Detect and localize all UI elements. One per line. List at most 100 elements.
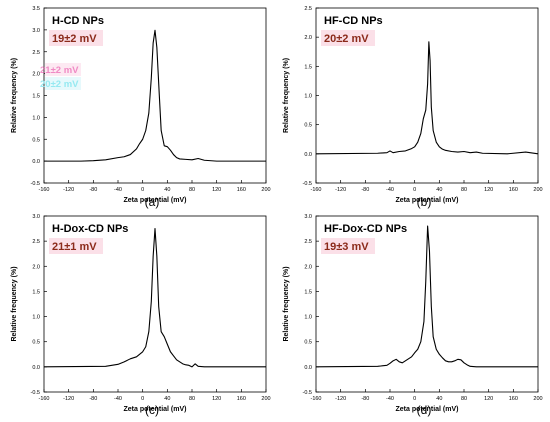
y-axis-label: Relative frequency (%)	[283, 58, 290, 133]
zeta-highlight	[49, 30, 103, 46]
x-tick-label: -40	[386, 396, 394, 402]
x-tick-label: 120	[484, 396, 493, 402]
x-tick-label: 200	[261, 187, 270, 193]
series-line	[315, 225, 538, 368]
x-tick-label: -160	[310, 396, 321, 402]
y-tick-label: 1.5	[304, 289, 312, 295]
x-tick-label: -40	[386, 187, 394, 193]
x-tick-label: -120	[63, 187, 74, 193]
series-line	[43, 228, 266, 368]
x-tick-label: 0	[413, 187, 416, 193]
y-tick-label: -0.5	[303, 390, 312, 396]
x-tick-label: 160	[237, 187, 246, 193]
y-tick-label: 2.5	[304, 6, 312, 12]
x-tick-label: 80	[461, 396, 467, 402]
y-tick-label: 1.0	[304, 94, 312, 100]
x-tick-label: -40	[114, 187, 122, 193]
x-axis-label: Zeta potential (mV)	[395, 197, 458, 204]
chart-panel-d: -160 -120 -80 -40 0 40 80 120 160 200 -0.5 0.0 0.5 1.…	[283, 214, 543, 417]
y-tick-label: -0.5	[31, 181, 40, 187]
x-tick-label: 200	[261, 396, 270, 402]
plot-frame	[315, 215, 539, 393]
y-tick-label: 2.5	[32, 239, 40, 245]
panel-caption: (b)	[417, 195, 432, 209]
x-tick-label: 160	[509, 187, 518, 193]
chart-panel-a: -160 -120 -80 -40 0 40 80 120 160 200 -0.5 0.0 0.5 1.…	[11, 6, 271, 209]
x-tick-label: 0	[413, 396, 416, 402]
x-tick-label: 40	[164, 396, 170, 402]
y-tick-label: 1.5	[32, 94, 40, 100]
x-tick-label: -160	[38, 396, 49, 402]
y-tick-label: 0.0	[304, 365, 312, 371]
y-tick-label: 0.5	[32, 340, 40, 346]
y-tick-label: 3.0	[304, 214, 312, 220]
zeta-potential-value: 19±2 mV	[52, 33, 97, 45]
zeta-potential-value: 21±1 mV	[52, 241, 97, 253]
y-tick-label: 3.0	[32, 28, 40, 34]
y-tick-label: 3.5	[32, 6, 40, 12]
y-tick-label: 2.0	[304, 264, 312, 270]
y-tick-label: 0.0	[304, 152, 312, 158]
x-tick-label: -40	[114, 396, 122, 402]
y-tick-label: 1.0	[304, 315, 312, 321]
y-tick-label: 0.5	[304, 340, 312, 346]
panel-title: H-Dox-CD NPs	[52, 223, 128, 235]
panel-title: HF-CD NPs	[324, 15, 383, 27]
x-tick-label: 120	[212, 187, 221, 193]
x-tick-label: -160	[310, 187, 321, 193]
x-tick-label: 160	[237, 396, 246, 402]
panel-caption: (c)	[145, 403, 159, 417]
x-tick-label: 120	[212, 396, 221, 402]
y-tick-label: 1.0	[32, 315, 40, 321]
ghost-label-highlight	[45, 63, 81, 76]
y-axis-label: Relative frequency (%)	[11, 266, 18, 341]
x-tick-label: 40	[436, 187, 442, 193]
zeta-highlight	[321, 30, 375, 46]
ghost-zeta-label: 21±2 mV	[40, 65, 79, 76]
x-tick-label: 40	[436, 396, 442, 402]
zeta-potential-value: 19±3 mV	[324, 241, 369, 253]
y-tick-label: 2.0	[32, 264, 40, 270]
y-tick-label: 2.0	[32, 72, 40, 78]
panel-title: HF-Dox-CD NPs	[324, 223, 407, 235]
zeta-highlight	[49, 238, 103, 254]
x-tick-label: -120	[335, 187, 346, 193]
y-axis-label: Relative frequency (%)	[11, 58, 18, 133]
y-tick-label: 1.5	[32, 289, 40, 295]
y-tick-label: -0.5	[303, 181, 312, 187]
panel-caption: (a)	[145, 195, 160, 209]
chart-panel-c: -160 -120 -80 -40 0 40 80 120 160 200 -0.5 0.0 0.5 1.…	[11, 214, 271, 417]
y-tick-label: 0.5	[304, 123, 312, 129]
x-tick-label: -160	[38, 187, 49, 193]
x-tick-label: -120	[63, 396, 74, 402]
x-tick-label: 80	[189, 187, 195, 193]
zeta-highlight	[321, 238, 375, 254]
series-line	[315, 41, 539, 155]
panel-caption: (d)	[417, 403, 432, 417]
y-tick-label: -0.5	[31, 390, 40, 396]
y-tick-label: 0.0	[32, 365, 40, 371]
panel-title: H-CD NPs	[52, 15, 104, 27]
x-tick-label: -120	[335, 396, 346, 402]
x-tick-label: -80	[361, 396, 369, 402]
x-tick-label: 80	[461, 187, 467, 193]
x-axis-label: Zeta potential (mV)	[395, 406, 458, 413]
x-tick-label: -80	[89, 187, 97, 193]
x-tick-label: 40	[164, 187, 170, 193]
x-tick-label: 0	[141, 187, 144, 193]
x-tick-label: 200	[533, 187, 542, 193]
y-axis-label: Relative frequency (%)	[283, 266, 290, 341]
y-tick-label: 0.0	[32, 159, 40, 165]
x-axis-label: Zeta potential (mV)	[123, 197, 186, 204]
y-tick-label: 2.0	[304, 35, 312, 41]
y-tick-label: 2.5	[304, 239, 312, 245]
y-tick-label: 0.5	[32, 137, 40, 143]
series-line	[44, 29, 266, 162]
ghost-zeta-label: 20±2 mV	[40, 79, 79, 90]
y-tick-label: 3.0	[32, 214, 40, 220]
ghost-label-highlight	[45, 77, 81, 90]
y-tick-label: 1.5	[304, 64, 312, 70]
x-tick-label: 120	[484, 187, 493, 193]
y-tick-label: 1.0	[32, 115, 40, 121]
